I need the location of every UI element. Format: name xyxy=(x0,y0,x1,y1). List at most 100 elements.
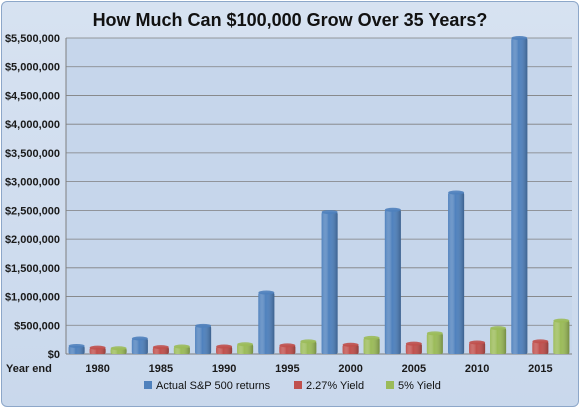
bar-shade xyxy=(469,342,486,354)
y-tick-label: $1,500,000 xyxy=(5,263,60,275)
bar-shade xyxy=(490,328,507,354)
bar-cap xyxy=(68,343,85,348)
bar xyxy=(490,326,507,354)
bar-cap xyxy=(131,336,148,341)
legend-label: 2.27% Yield xyxy=(306,380,364,392)
bar-shade xyxy=(216,346,233,354)
bar xyxy=(216,344,233,354)
x-tick-label: 1995 xyxy=(275,363,299,375)
x-tick-label: 1990 xyxy=(212,363,236,375)
bar xyxy=(89,345,106,354)
bar xyxy=(152,345,169,354)
bar xyxy=(469,340,486,354)
legend-swatch xyxy=(144,381,152,389)
bar-cap xyxy=(363,335,380,340)
bar-cap xyxy=(490,326,507,331)
bar xyxy=(511,36,528,354)
bar-cap xyxy=(405,341,422,346)
x-tick-label: 2010 xyxy=(465,363,489,375)
bar-cap xyxy=(300,339,317,344)
bar-shade xyxy=(173,346,190,354)
y-tick-label: $500,000 xyxy=(14,320,60,332)
y-tick-label: $5,500,000 xyxy=(5,33,60,45)
bar xyxy=(426,331,443,354)
bar xyxy=(258,290,275,354)
legend-item: 5% Yield xyxy=(386,380,441,392)
bar-shade xyxy=(405,343,422,354)
bar-cap xyxy=(469,340,486,345)
bar-cap xyxy=(384,207,401,212)
x-tick-label: 1980 xyxy=(85,363,109,375)
legend-label: 5% Yield xyxy=(398,380,441,392)
bar-shade xyxy=(342,344,359,354)
bar-cap xyxy=(173,344,190,349)
bar xyxy=(131,336,148,354)
bar xyxy=(300,339,317,354)
bar-cap xyxy=(511,36,528,40)
bar xyxy=(363,335,380,354)
bar-cap xyxy=(532,339,549,344)
bar-shade xyxy=(195,325,212,354)
bar-shade xyxy=(68,345,85,354)
y-tick-label: $1,000,000 xyxy=(5,292,60,304)
bar-shade xyxy=(384,209,401,354)
bar-cap xyxy=(553,318,570,323)
bar-cap xyxy=(426,331,443,336)
bar-cap xyxy=(342,342,359,347)
bar-cap xyxy=(321,210,338,215)
bar xyxy=(279,343,296,354)
bar xyxy=(384,207,401,354)
y-tick-label: $3,000,000 xyxy=(5,177,60,189)
bar xyxy=(448,190,465,354)
bar-shade xyxy=(363,337,380,354)
bar xyxy=(553,318,570,354)
y-tick-label: $2,000,000 xyxy=(5,234,60,246)
x-axis-label: Year end xyxy=(6,363,52,375)
bar-shade xyxy=(258,292,275,354)
bar xyxy=(68,343,85,354)
bar-cap xyxy=(89,345,106,350)
legend-swatch xyxy=(294,381,302,389)
bar-shade xyxy=(426,333,443,354)
y-tick-label: $3,500,000 xyxy=(5,148,60,160)
bar xyxy=(321,210,338,354)
legend-item: Actual S&P 500 returns xyxy=(144,380,271,392)
bar xyxy=(110,346,127,354)
chart-title: How Much Can $100,000 Grow Over 35 Years… xyxy=(93,10,488,30)
bar xyxy=(195,323,212,354)
bar-shade xyxy=(448,192,465,354)
bar-cap xyxy=(258,290,275,295)
plot-area xyxy=(66,38,572,354)
legend-swatch xyxy=(386,381,394,389)
x-tick-label: 2005 xyxy=(402,363,426,375)
bar-cap xyxy=(448,190,465,195)
bar-shade xyxy=(553,320,570,354)
bar xyxy=(237,342,254,354)
bar xyxy=(532,339,549,354)
bar-shade xyxy=(511,38,528,354)
bar xyxy=(173,344,190,354)
bar-shade xyxy=(300,341,317,354)
bar-shade xyxy=(321,212,338,354)
y-tick-label: $4,500,000 xyxy=(5,90,60,102)
bar-cap xyxy=(195,323,212,328)
bar-cap xyxy=(237,342,254,347)
bar xyxy=(405,341,422,354)
bar-cap xyxy=(110,346,127,351)
bar-shade xyxy=(532,341,549,354)
bar-shade xyxy=(131,338,148,354)
bar-cap xyxy=(279,343,296,348)
bar-cap xyxy=(152,345,169,350)
x-tick-label: 2015 xyxy=(528,363,552,375)
bar-shade xyxy=(237,344,254,354)
y-tick-label: $5,000,000 xyxy=(5,62,60,74)
bar xyxy=(342,342,359,354)
legend-item: 2.27% Yield xyxy=(294,380,364,392)
x-tick-label: 2000 xyxy=(338,363,362,375)
legend-label: Actual S&P 500 returns xyxy=(156,380,271,392)
bar-shade xyxy=(279,345,296,354)
y-tick-label: $0 xyxy=(48,349,60,361)
x-tick-label: 1985 xyxy=(149,363,173,375)
